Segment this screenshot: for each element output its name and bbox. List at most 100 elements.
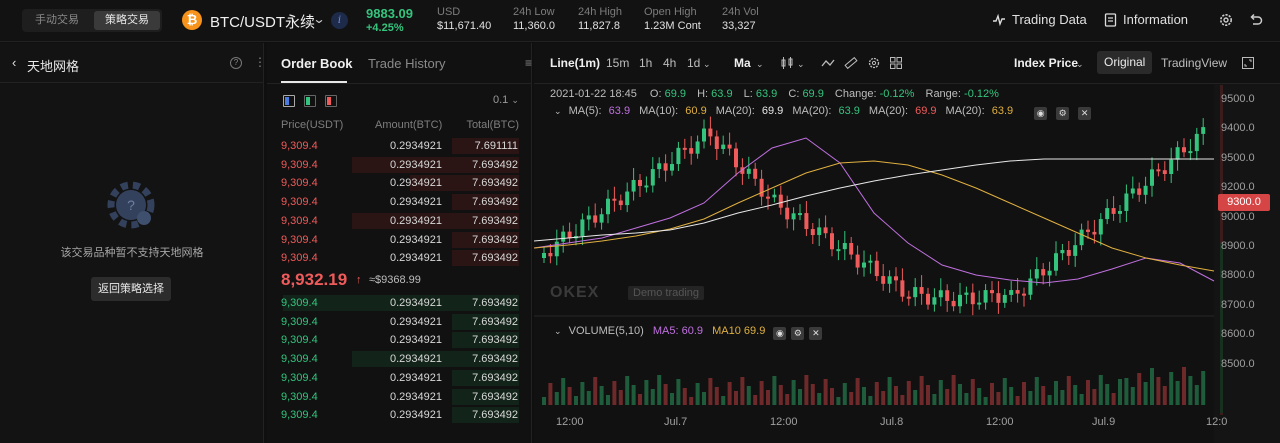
close-icon[interactable]: ✕ <box>1078 107 1092 120</box>
change-value: -0.12% <box>879 88 915 100</box>
back-to-strategy-button[interactable]: 返回策略选择 <box>91 277 171 301</box>
line-draw-icon[interactable] <box>821 56 835 70</box>
interval-1d[interactable]: 1d <box>687 56 701 70</box>
more-icon[interactable]: ⋮ <box>254 55 266 69</box>
volume-bar <box>817 393 822 405</box>
precision-select[interactable]: 0.1 ⌄ <box>493 94 519 106</box>
stat-24h-high: 24h High 11,827.8 <box>578 6 622 32</box>
information-link[interactable]: Information <box>1104 12 1188 27</box>
volume-bar <box>1079 394 1084 405</box>
bid-row[interactable]: 9,309.4 0.2934921 7.693492 <box>267 369 532 387</box>
interval-15m[interactable]: 15m <box>606 56 630 70</box>
ask-row[interactable]: 9,309.4 0.2934921 7.693492 <box>267 193 532 211</box>
price-chart[interactable] <box>534 43 1280 443</box>
ma10-value: 69.9 <box>743 325 766 337</box>
indicator-select[interactable]: Ma <box>734 56 751 70</box>
stat-usd: USD $11,671.40 <box>437 6 491 32</box>
view-tradingview-button[interactable]: TradingView <box>1161 56 1228 70</box>
bid-row[interactable]: 9,309.4 0.2934921 7.693492 <box>267 388 532 406</box>
axis-depth-bar <box>1220 243 1223 413</box>
ask-total: 7.693492 <box>472 196 518 209</box>
view-original-button[interactable]: Original <box>1097 51 1153 74</box>
trading-data-link[interactable]: Trading Data <box>992 12 1087 27</box>
bid-row[interactable]: 9,309.4 0.2934921 7.693492 <box>267 406 532 424</box>
view-asks-icon[interactable] <box>325 95 337 107</box>
symbol-selector[interactable]: BTC/USDT永续 <box>210 14 316 31</box>
tab-trade-history[interactable]: Trade History <box>368 56 446 71</box>
chevron-down-icon[interactable]: ⌄ <box>756 59 764 69</box>
volume-bar <box>990 383 994 405</box>
ma-label: MA(20): <box>868 105 909 117</box>
collapse-icon[interactable]: ⌄ <box>554 106 562 116</box>
settings-icon[interactable]: ⚙ <box>791 327 805 340</box>
chevron-down-icon[interactable]: ⌄ <box>703 59 711 69</box>
candle <box>1124 193 1129 211</box>
candle <box>663 163 668 171</box>
chart-type-button[interactable]: Line(1m) <box>550 56 601 70</box>
chevron-down-icon[interactable]: ⌄ <box>1076 59 1084 69</box>
volume-bar <box>1137 373 1142 405</box>
menu-icon[interactable]: ≡ <box>525 56 533 70</box>
volume-bar <box>1143 382 1148 405</box>
ask-row[interactable]: 9,309.4 0.2934921 7.691111 <box>267 137 532 155</box>
collapse-icon[interactable]: ⌄ <box>554 326 562 336</box>
candle <box>1022 293 1026 296</box>
undo-icon[interactable] <box>1248 12 1264 28</box>
back-arrow-icon[interactable]: ‹ <box>12 55 17 70</box>
candle <box>868 260 873 263</box>
bid-amount: 0.2934921 <box>390 353 442 366</box>
fullscreen-icon[interactable] <box>1241 56 1255 70</box>
chevron-down-icon[interactable]: ⌄ <box>797 59 805 69</box>
volume-bar <box>1092 389 1097 405</box>
time-tick-label: 12:00 <box>770 416 798 428</box>
view-bids-icon[interactable] <box>304 95 316 107</box>
bid-row[interactable]: 9,309.4 0.2934921 7.693492 <box>267 294 532 312</box>
bid-row[interactable]: 9,309.4 0.2934921 7.693492 <box>267 350 532 368</box>
depth-bar <box>409 175 519 192</box>
gear-icon[interactable] <box>1218 12 1234 28</box>
candle <box>958 294 962 307</box>
candle <box>1060 249 1065 254</box>
last-price: 9883.09 <box>366 6 413 21</box>
close-icon[interactable]: ✕ <box>809 327 823 340</box>
settings-icon[interactable] <box>867 56 881 70</box>
ask-total: 7.693492 <box>472 158 518 171</box>
interval-1h[interactable]: 1h <box>639 56 653 70</box>
ask-row[interactable]: 9,309.4 0.2934921 7.693492 <box>267 231 532 249</box>
volume-bar <box>1066 376 1071 405</box>
view-both-icon[interactable] <box>283 95 295 107</box>
info-icon[interactable]: i <box>331 12 348 29</box>
stat-value: 1.23M Cont <box>644 20 701 32</box>
volume-bar <box>945 389 950 405</box>
eye-icon[interactable]: ◉ <box>1034 107 1048 120</box>
interval-4h[interactable]: 4h <box>663 56 677 70</box>
candles-icon[interactable] <box>780 56 794 70</box>
settings-icon[interactable]: ⚙ <box>1056 107 1070 120</box>
candle <box>1098 219 1103 235</box>
ask-amount: 0.2934921 <box>390 158 442 171</box>
ask-row[interactable]: 9,309.4 0.2934921 7.693492 <box>267 212 532 230</box>
bid-row[interactable]: 9,309.4 0.2934921 7.693492 <box>267 331 532 349</box>
candle <box>766 196 770 199</box>
chevron-down-icon[interactable]: ⌄ <box>312 12 326 26</box>
mid-price: 8,932.19 <box>281 270 348 289</box>
manual-trade-tab[interactable]: 手动交易 <box>35 14 79 26</box>
grid-icon[interactable] <box>889 56 903 70</box>
candle <box>996 293 1001 303</box>
help-icon[interactable]: ? <box>230 57 242 69</box>
candle <box>977 302 982 305</box>
index-price-select[interactable]: Index Price <box>1014 56 1079 70</box>
tab-order-book[interactable]: Order Book <box>281 56 353 71</box>
strategy-trade-tab[interactable]: 策略交易 <box>94 11 160 30</box>
ask-row[interactable]: 9,309.4 0.2934921 7.693492 <box>267 174 532 192</box>
bid-total: 7.693492 <box>472 297 518 309</box>
ask-row[interactable]: 9,309.4 0.2934921 7.693492 <box>267 249 532 267</box>
depth-bar <box>452 407 519 424</box>
eye-icon[interactable]: ◉ <box>773 327 787 340</box>
ruler-icon[interactable] <box>844 56 858 70</box>
ask-row[interactable]: 9,309.4 0.2934921 7.693492 <box>267 156 532 174</box>
bid-row[interactable]: 9,309.4 0.2934921 7.693492 <box>267 313 532 331</box>
candle <box>1002 294 1007 303</box>
candle <box>657 163 662 170</box>
ask-price: 9,309.4 <box>281 158 318 171</box>
